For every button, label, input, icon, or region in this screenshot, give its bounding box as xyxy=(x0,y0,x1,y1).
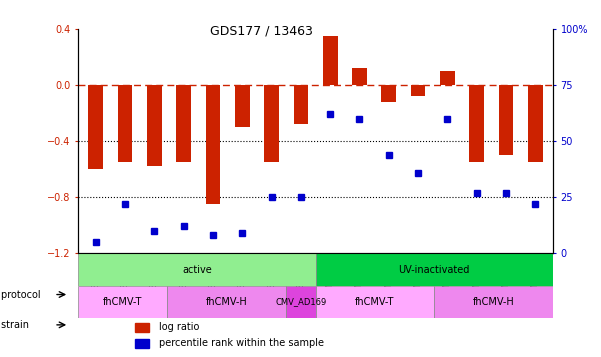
Text: CMV_AD169: CMV_AD169 xyxy=(275,297,326,306)
Bar xyxy=(147,85,162,166)
Text: GDS177 / 13463: GDS177 / 13463 xyxy=(210,25,313,38)
Text: log ratio: log ratio xyxy=(159,322,199,332)
Bar xyxy=(206,85,221,204)
FancyBboxPatch shape xyxy=(316,286,435,318)
Bar xyxy=(135,322,149,332)
FancyBboxPatch shape xyxy=(286,286,316,318)
Bar xyxy=(235,85,249,127)
Bar xyxy=(293,85,308,124)
Text: fhCMV-T: fhCMV-T xyxy=(103,297,142,307)
Bar xyxy=(264,85,279,162)
Bar xyxy=(135,338,149,348)
Bar xyxy=(88,85,103,169)
Text: strain: strain xyxy=(1,320,32,330)
Bar xyxy=(499,85,513,155)
FancyBboxPatch shape xyxy=(78,286,167,318)
Text: fhCMV-H: fhCMV-H xyxy=(473,297,514,307)
Text: UV-inactivated: UV-inactivated xyxy=(398,265,470,275)
Bar xyxy=(469,85,484,162)
FancyBboxPatch shape xyxy=(435,286,553,318)
FancyBboxPatch shape xyxy=(78,253,316,286)
Bar xyxy=(352,68,367,85)
Bar xyxy=(323,36,338,85)
Bar xyxy=(410,85,426,96)
Bar xyxy=(118,85,132,162)
Bar xyxy=(382,85,396,102)
Text: protocol: protocol xyxy=(1,290,43,300)
FancyBboxPatch shape xyxy=(167,286,286,318)
Text: active: active xyxy=(182,265,212,275)
Bar xyxy=(176,85,191,162)
Text: fhCMV-H: fhCMV-H xyxy=(206,297,248,307)
Bar xyxy=(440,71,455,85)
FancyBboxPatch shape xyxy=(316,253,553,286)
Text: fhCMV-T: fhCMV-T xyxy=(355,297,395,307)
Text: percentile rank within the sample: percentile rank within the sample xyxy=(159,338,324,348)
Bar xyxy=(528,85,543,162)
